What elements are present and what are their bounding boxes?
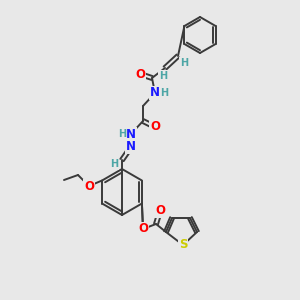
Text: O: O: [155, 205, 165, 218]
Text: N: N: [150, 86, 160, 100]
Text: S: S: [179, 238, 187, 251]
Text: O: O: [84, 179, 94, 193]
Text: N: N: [126, 128, 136, 140]
Text: N: N: [126, 140, 136, 154]
Text: H: H: [110, 159, 118, 169]
Text: H: H: [159, 71, 167, 81]
Text: O: O: [135, 68, 145, 80]
Text: O: O: [150, 121, 160, 134]
Text: O: O: [138, 223, 148, 236]
Text: H: H: [118, 129, 126, 139]
Text: H: H: [160, 88, 168, 98]
Text: H: H: [180, 58, 188, 68]
